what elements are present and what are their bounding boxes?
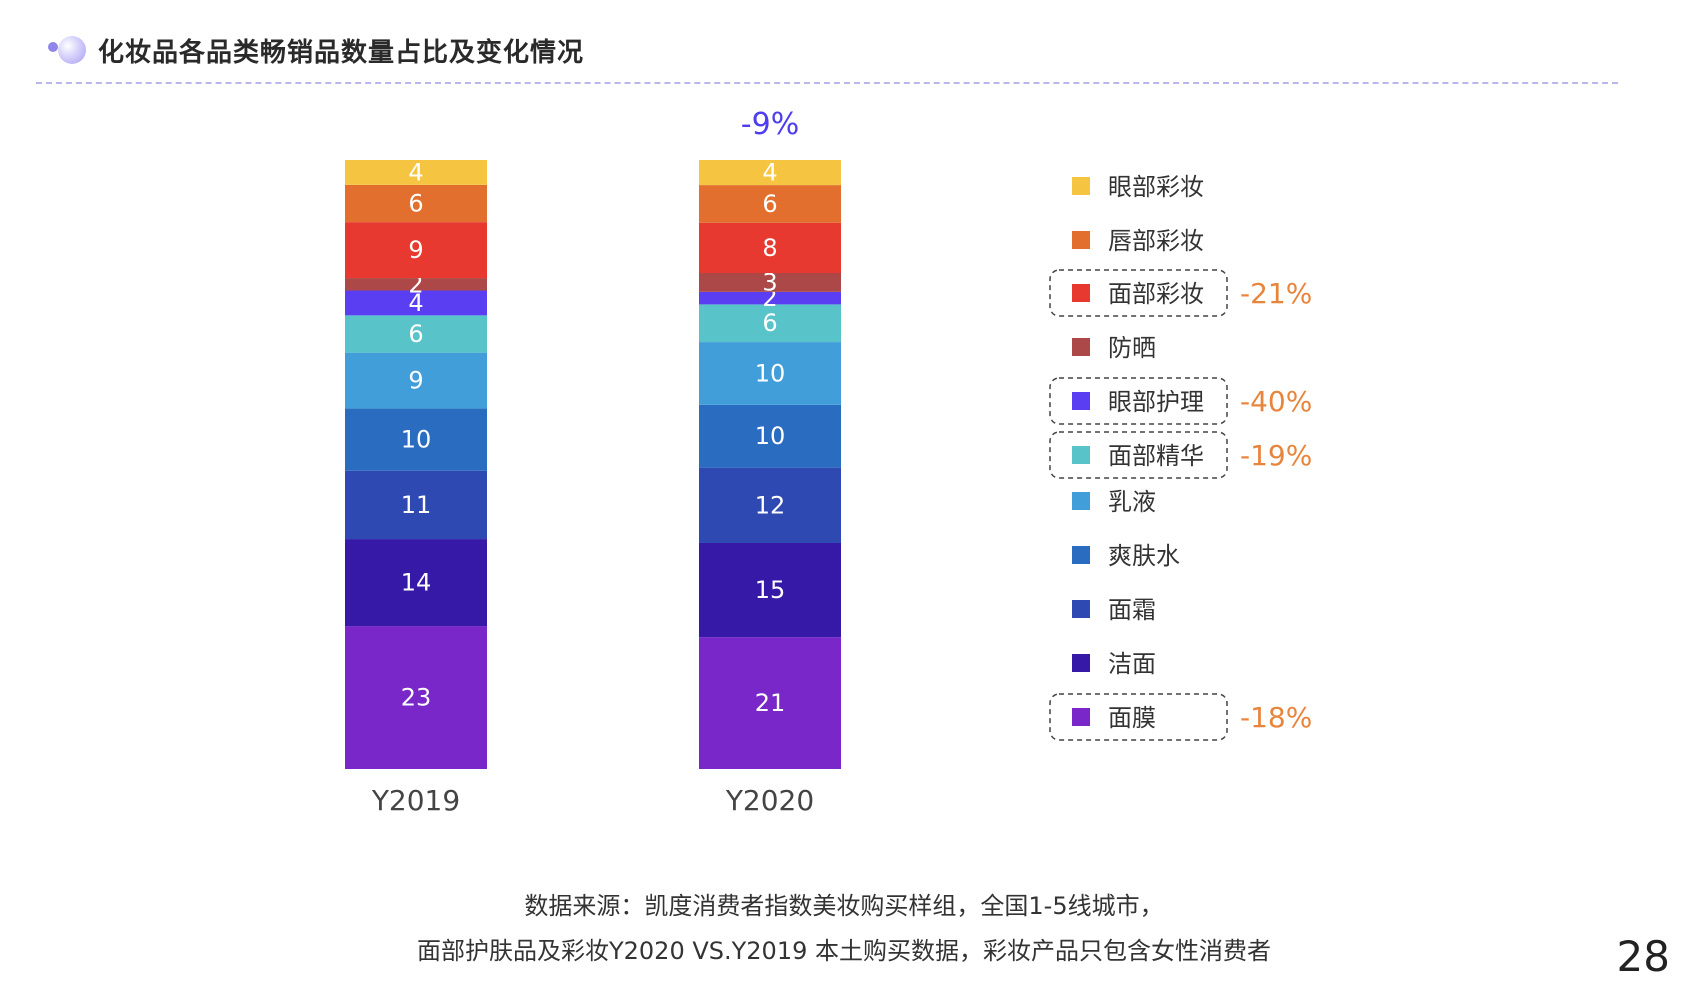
legend-swatch-5 xyxy=(1072,446,1090,464)
source-line-1: 数据来源：凯度消费者指数美妆购买样组，全国1-5线城市， xyxy=(524,892,1164,920)
legend-label-10: 面膜 xyxy=(1108,704,1156,732)
legend-swatch-4 xyxy=(1072,392,1090,410)
legend-swatch-8 xyxy=(1072,600,1090,618)
legend-swatch-6 xyxy=(1072,492,1090,510)
data-label-Y2020-3: 10 xyxy=(755,422,786,450)
data-label-Y2019-1: 14 xyxy=(401,569,432,597)
bar-segment-Y2019-10 xyxy=(345,160,487,185)
data-label-Y2020-5: 6 xyxy=(762,309,777,337)
bar-segment-Y2020-2 xyxy=(699,467,841,543)
data-label-Y2019-0: 23 xyxy=(401,684,432,712)
bar-segment-Y2020-0 xyxy=(699,637,841,769)
page-number: 28 xyxy=(1616,932,1670,981)
data-label-Y2019-6: 4 xyxy=(408,289,423,317)
legend-swatch-7 xyxy=(1072,546,1090,564)
legend-swatch-2 xyxy=(1072,284,1090,302)
bar-segment-Y2019-9 xyxy=(345,184,487,223)
legend-swatch-9 xyxy=(1072,654,1090,672)
data-label-Y2020-10: 4 xyxy=(762,159,777,187)
data-label-Y2019-2: 11 xyxy=(401,491,432,519)
data-label-Y2020-1: 15 xyxy=(755,576,786,604)
legend-label-7: 爽肤水 xyxy=(1108,542,1180,570)
legend-change-label-2: -21% xyxy=(1240,277,1312,310)
bar-segment-Y2019-3 xyxy=(345,408,487,471)
legend-label-4: 眼部护理 xyxy=(1108,388,1204,416)
bar-segment-Y2019-7 xyxy=(345,278,487,291)
data-label-Y2019-10: 4 xyxy=(408,158,423,186)
data-label-Y2020-2: 12 xyxy=(755,491,786,519)
bar-segment-Y2019-0 xyxy=(345,626,487,769)
legend-label-8: 面霜 xyxy=(1108,596,1156,624)
legend-label-2: 面部彩妆 xyxy=(1108,280,1204,308)
data-label-Y2019-8: 9 xyxy=(408,236,423,264)
logo-icon xyxy=(46,30,86,70)
bar-segment-Y2019-5 xyxy=(345,315,487,353)
legend-swatch-3 xyxy=(1072,338,1090,356)
page-title: 化妆品各品类畅销品数量占比及变化情况 xyxy=(98,37,585,68)
data-label-Y2020-7: 3 xyxy=(762,268,777,296)
bar-segment-Y2020-1 xyxy=(699,542,841,638)
bar-segment-Y2019-6 xyxy=(345,290,487,316)
header: 化妆品各品类畅销品数量占比及变化情况 xyxy=(46,30,584,70)
bar-segment-Y2020-6 xyxy=(699,291,841,305)
legend-swatch-0 xyxy=(1072,177,1090,195)
bar-segment-Y2020-8 xyxy=(699,222,841,274)
bar-total-change-Y2020: -9% xyxy=(741,107,799,142)
data-label-Y2020-8: 8 xyxy=(762,234,777,262)
data-label-Y2020-4: 10 xyxy=(755,359,786,387)
source-line-2: 面部护肤品及彩妆Y2020 VS.Y2019 本土购买数据，彩妆产品只包含女性消… xyxy=(416,937,1271,965)
data-label-Y2019-4: 9 xyxy=(408,367,423,395)
bar-segment-Y2019-1 xyxy=(345,539,487,627)
bar-segment-Y2020-9 xyxy=(699,185,841,223)
data-label-Y2019-5: 6 xyxy=(408,320,423,348)
legend-label-0: 眼部彩妆 xyxy=(1108,173,1204,201)
data-label-Y2020-9: 6 xyxy=(762,190,777,218)
x-tick-label-Y2019: Y2019 xyxy=(371,784,460,817)
bar-segment-Y2020-4 xyxy=(699,342,841,405)
legend-label-5: 面部精华 xyxy=(1108,442,1204,470)
bar-segment-Y2020-10 xyxy=(699,160,841,186)
legend-swatch-10 xyxy=(1072,708,1090,726)
legend-label-1: 唇部彩妆 xyxy=(1108,227,1204,255)
bar-segment-Y2020-3 xyxy=(699,404,841,468)
title-divider xyxy=(36,82,1618,84)
bar-segment-Y2019-8 xyxy=(345,222,487,279)
data-label-Y2019-3: 10 xyxy=(401,426,432,454)
data-label-Y2019-9: 6 xyxy=(408,190,423,218)
legend-change-label-10: -18% xyxy=(1240,701,1312,734)
x-tick-label-Y2020: Y2020 xyxy=(725,784,814,817)
legend-label-6: 乳液 xyxy=(1108,488,1156,516)
bar-segment-Y2019-2 xyxy=(345,470,487,540)
bar-segment-Y2020-7 xyxy=(699,273,841,292)
data-label-Y2020-0: 21 xyxy=(755,689,786,717)
bar-segment-Y2019-4 xyxy=(345,352,487,409)
legend-label-3: 防晒 xyxy=(1108,334,1156,362)
bar-segment-Y2020-5 xyxy=(699,304,841,343)
legend-change-label-5: -19% xyxy=(1240,439,1312,472)
legend-change-label-4: -40% xyxy=(1240,385,1312,418)
legend-label-9: 洁面 xyxy=(1108,650,1156,678)
legend-swatch-1 xyxy=(1072,231,1090,249)
